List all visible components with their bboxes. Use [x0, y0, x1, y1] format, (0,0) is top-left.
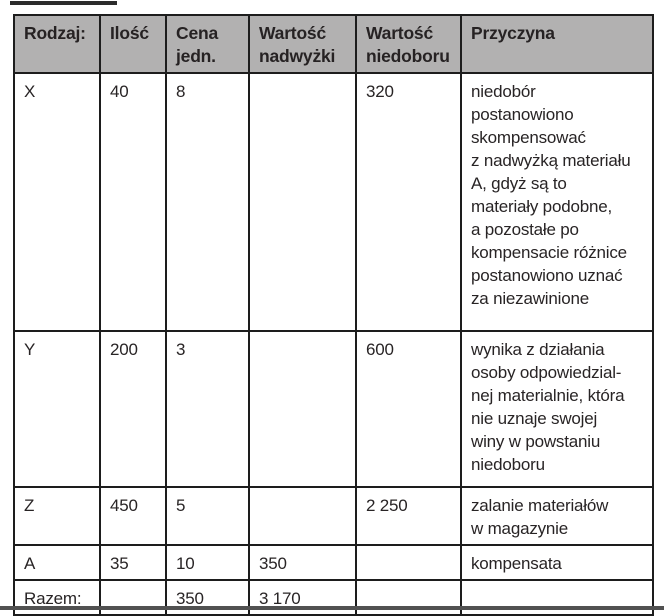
cell-nadwyzka: 350: [248, 544, 357, 581]
cell-niedobor: [355, 544, 462, 581]
table-row-x: X 40 8 320 niedobór postanowiono skompen…: [13, 72, 654, 332]
materials-surplus-shortage-table: Rodzaj: Ilość Cena jedn. Wartość nadwyżk…: [13, 14, 654, 616]
header-cell-wartosc-nadwyzki: Wartość nadwyżki: [248, 14, 357, 74]
cell-cena: 8: [165, 72, 250, 332]
header-cell-rodzaj: Rodzaj:: [13, 14, 101, 74]
cell-rodzaj: Y: [13, 330, 101, 488]
cell-przyczyna: niedobór postanowiono skompensować z nad…: [460, 72, 654, 332]
header-cell-ilosc: Ilość: [99, 14, 167, 74]
cell-ilosc: 200: [99, 330, 167, 488]
table-row-a: A 35 10 350 kompensata: [13, 544, 654, 581]
cell-niedobor: 2 250: [355, 486, 462, 546]
cell-rodzaj: X: [13, 72, 101, 332]
materials-table-container: Rodzaj: Ilość Cena jedn. Wartość nadwyżk…: [13, 14, 654, 616]
cell-przyczyna: zalanie materiałów w magazynie: [460, 486, 654, 546]
cell-cena: 5: [165, 486, 250, 546]
decorative-rule-top: [10, 1, 117, 5]
cell-ilosc: 450: [99, 486, 167, 546]
cell-przyczyna: kompensata: [460, 544, 654, 581]
table-row-y: Y 200 3 600 wynika z działania osoby odp…: [13, 330, 654, 488]
table-header-row: Rodzaj: Ilość Cena jedn. Wartość nadwyżk…: [13, 14, 654, 74]
header-cell-przyczyna: Przyczyna: [460, 14, 654, 74]
header-cell-cena-jedn: Cena jedn.: [165, 14, 250, 74]
cell-nadwyzka: [248, 330, 357, 488]
cell-cena: 3: [165, 330, 250, 488]
cell-cena: 10: [165, 544, 250, 581]
header-cell-wartosc-niedoboru: Wartość niedoboru: [355, 14, 462, 74]
cell-nadwyzka: [248, 72, 357, 332]
decorative-rule-bottom: [0, 606, 664, 610]
cell-nadwyzka: [248, 486, 357, 546]
cell-ilosc: 40: [99, 72, 167, 332]
cell-ilosc: 35: [99, 544, 167, 581]
cell-rodzaj: Z: [13, 486, 101, 546]
cell-przyczyna: wynika z działania osoby odpowiedzial- n…: [460, 330, 654, 488]
cell-niedobor: 320: [355, 72, 462, 332]
cell-niedobor: 600: [355, 330, 462, 488]
table-row-z: Z 450 5 2 250 zalanie materiałów w magaz…: [13, 486, 654, 546]
cell-rodzaj: A: [13, 544, 101, 581]
